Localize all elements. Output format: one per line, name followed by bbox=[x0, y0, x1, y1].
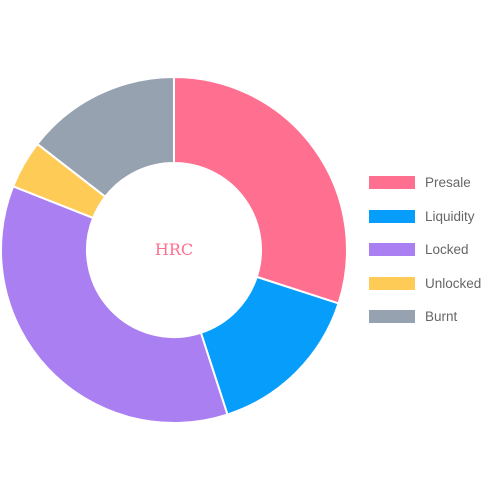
legend: Presale Liquidity Locked Unlocked Burnt bbox=[369, 174, 481, 342]
legend-item-liquidity[interactable]: Liquidity bbox=[369, 208, 481, 225]
slice-presale[interactable] bbox=[173, 75, 348, 305]
legend-swatch-burnt bbox=[369, 310, 415, 323]
legend-item-locked[interactable]: Locked bbox=[369, 241, 481, 258]
legend-swatch-presale bbox=[369, 176, 415, 189]
legend-label-presale: Presale bbox=[425, 175, 471, 190]
legend-swatch-locked bbox=[369, 243, 415, 256]
center-label: HRC bbox=[155, 240, 193, 259]
slice-locked[interactable] bbox=[0, 185, 229, 424]
legend-label-locked: Locked bbox=[425, 242, 469, 257]
slices-group bbox=[0, 75, 348, 424]
legend-swatch-unlocked bbox=[369, 276, 415, 290]
slice-burnt[interactable] bbox=[35, 75, 175, 199]
legend-label-unlocked: Unlocked bbox=[425, 275, 482, 291]
legend-item-burnt[interactable]: Burnt bbox=[369, 308, 481, 325]
legend-item-presale[interactable]: Presale bbox=[369, 174, 481, 191]
legend-swatch-liquidity bbox=[369, 209, 415, 223]
legend-item-unlocked[interactable]: Unlocked bbox=[369, 275, 481, 292]
legend-label-burnt: Burnt bbox=[425, 309, 458, 324]
legend-label-liquidity: Liquidity bbox=[425, 208, 475, 224]
